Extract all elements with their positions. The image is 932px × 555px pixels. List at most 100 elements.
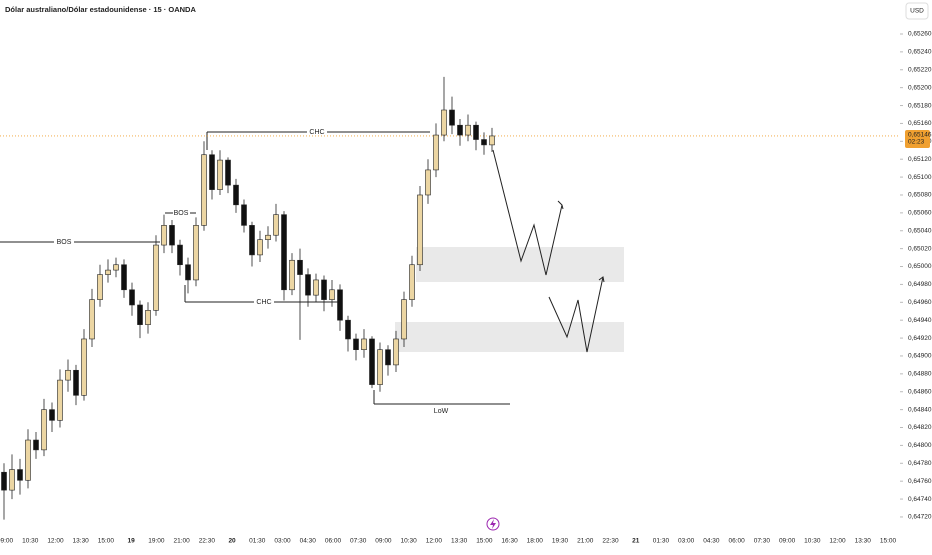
candle-body	[393, 338, 399, 366]
price-tag-label: 0,65146	[908, 132, 932, 139]
x-tick-label: 15:00	[98, 538, 115, 545]
candle-body	[225, 159, 231, 186]
candle-body	[449, 109, 455, 126]
candle-body	[105, 269, 111, 275]
x-tick-label: 01:30	[249, 538, 266, 545]
x-tick-label: 06:00	[325, 538, 342, 545]
candle-body	[489, 135, 495, 146]
y-tick-label: 0,64760	[908, 478, 932, 485]
x-tick-label: 20	[228, 538, 236, 545]
candle-body	[57, 379, 63, 421]
candle-body	[113, 264, 119, 271]
candle-body	[153, 244, 159, 311]
x-tick-label: 03:00	[274, 538, 291, 545]
y-tick-label: 0,64880	[908, 371, 932, 378]
candle-body	[337, 289, 343, 321]
candle-body	[9, 469, 15, 491]
y-tick-label: 0,64900	[908, 353, 932, 360]
x-tick-label: 16:30	[501, 538, 518, 545]
candle-body	[465, 124, 471, 136]
candle-body	[329, 289, 335, 300]
x-tick-label: 07:30	[350, 538, 367, 545]
candle-body	[1, 471, 7, 491]
zones	[395, 247, 624, 352]
x-tick-label: 21:00	[173, 538, 190, 545]
annotation: CHC	[309, 129, 324, 136]
x-tick-label: 01:30	[653, 538, 670, 545]
candle-body	[137, 304, 143, 325]
candle-body	[289, 259, 295, 291]
y-tick-label: 0,65240	[908, 49, 932, 56]
y-tick-label: 0,64860	[908, 388, 932, 395]
candle-body	[201, 154, 207, 226]
candle-body	[313, 279, 319, 296]
y-tick-label: 0,64720	[908, 514, 932, 521]
candle-body	[33, 439, 39, 451]
candle-body	[233, 184, 239, 206]
x-tick-label: 04:30	[703, 538, 720, 545]
candle-body	[177, 244, 183, 266]
y-tick-label: 0,64780	[908, 460, 932, 467]
candle-body	[457, 124, 463, 136]
y-tick-label: 0,65260	[908, 31, 932, 38]
candle-body	[281, 214, 287, 291]
x-tick-label: 12:00	[829, 538, 846, 545]
y-tick-label: 0,64840	[908, 406, 932, 413]
annotation: BOS	[174, 210, 189, 217]
candle-body	[409, 264, 415, 300]
x-tick-label: 19:30	[552, 538, 569, 545]
candle-body	[129, 289, 135, 306]
x-tick-label: 19:00	[148, 538, 165, 545]
candle-body	[81, 338, 87, 396]
candle-body	[345, 319, 351, 340]
candle-body	[41, 409, 47, 451]
y-tick-label: 0,65160	[908, 120, 932, 127]
currency-button[interactable]	[905, 2, 929, 20]
annotation: CHC	[256, 299, 271, 306]
annotation: BOS	[57, 239, 72, 246]
x-tick-label: 09:00	[0, 538, 14, 545]
y-tick-label: 0,64980	[908, 281, 932, 288]
candle-body	[433, 134, 439, 171]
x-tick-label: 12:00	[47, 538, 64, 545]
candle-body	[265, 234, 271, 240]
x-tick-label: 13:30	[855, 538, 872, 545]
countdown-label: 02:23	[908, 139, 925, 146]
projection	[548, 276, 604, 353]
candle-body	[273, 214, 279, 236]
candle-body	[257, 239, 263, 256]
candle-body	[89, 299, 95, 340]
candles	[1, 76, 495, 520]
candle-body	[161, 225, 167, 246]
y-tick-label: 0,64820	[908, 424, 932, 431]
x-tick-label: 03:00	[678, 538, 695, 545]
x-tick-label: 12:00	[426, 538, 443, 545]
candle-body	[25, 439, 31, 481]
y-tick-label: 0,65060	[908, 210, 932, 217]
candle-body	[49, 409, 55, 421]
candle-body	[73, 369, 79, 396]
x-tick-label: 09:00	[779, 538, 796, 545]
candle-body	[473, 124, 479, 140]
x-tick-label: 13:30	[73, 538, 90, 545]
y-tick-label: 0,64800	[908, 442, 932, 449]
candle-body	[193, 225, 199, 281]
candle-body	[17, 469, 23, 481]
x-tick-label: 10:30	[22, 538, 39, 545]
price-tag	[905, 129, 930, 148]
y-tick-label: 0,65100	[908, 174, 932, 181]
candle-body	[441, 109, 447, 136]
event-icon[interactable]	[486, 517, 500, 531]
structure-lines	[0, 131, 605, 405]
currency-label: USD	[910, 8, 924, 15]
x-tick-label: 19	[128, 538, 136, 545]
candle-body	[361, 338, 367, 351]
x-tick-label: 07:30	[754, 538, 771, 545]
x-tick-label: 09:00	[375, 538, 392, 545]
y-tick-label: 0,64920	[908, 335, 932, 342]
candle-body	[209, 154, 215, 190]
annotation: LoW	[434, 408, 449, 415]
candle-body	[65, 369, 71, 381]
candle-body	[481, 139, 487, 146]
